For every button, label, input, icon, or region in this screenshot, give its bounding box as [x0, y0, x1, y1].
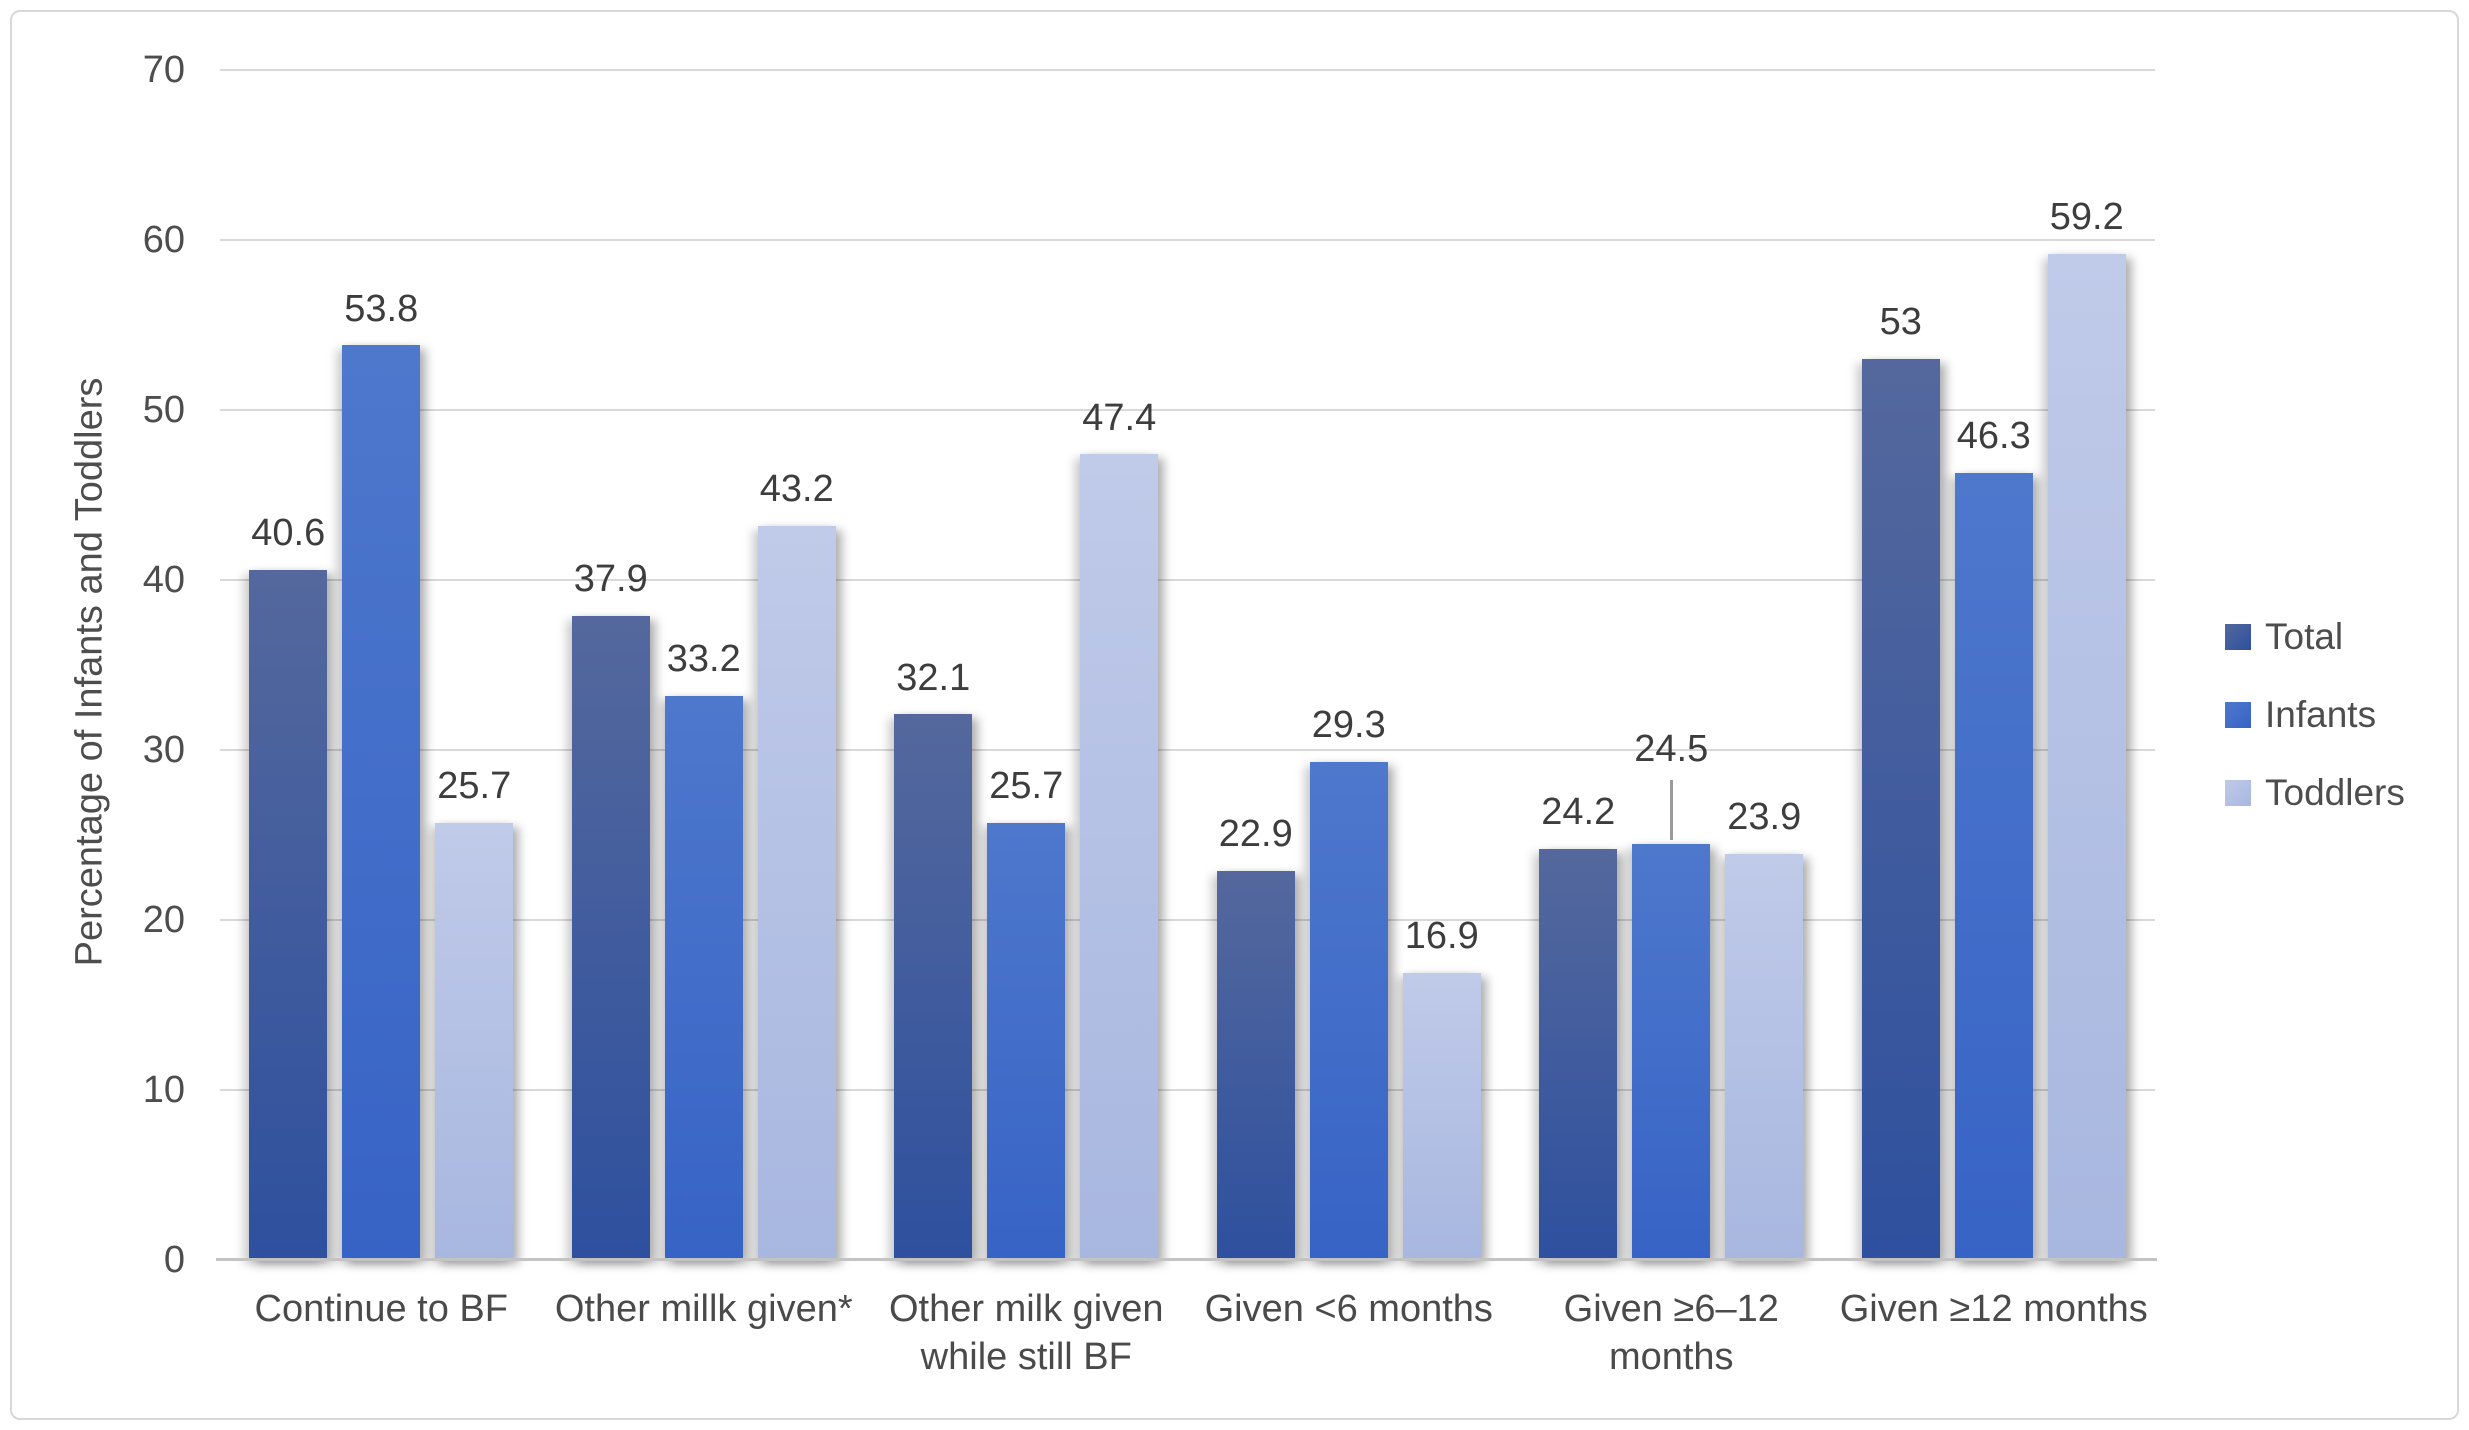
- gridline: [220, 409, 2155, 411]
- gridline: [220, 239, 2155, 241]
- y-tick-label: 0: [163, 1239, 185, 1281]
- category-label: Other millk given*: [554, 1288, 853, 1330]
- category-label: Given <6 months: [1204, 1288, 1493, 1330]
- bar-data-label: 24.2: [1541, 790, 1616, 833]
- category-label: Given ≥12 months: [1839, 1288, 2148, 1330]
- bar: [987, 823, 1066, 1260]
- bar: [435, 823, 514, 1260]
- bar-data-label: 29.3: [1311, 704, 1386, 747]
- bar: [1402, 972, 1481, 1260]
- legend-item: Total: [2225, 616, 2405, 657]
- bar: [571, 615, 650, 1260]
- y-tick-label: 20: [142, 899, 185, 941]
- bar-data-label: 25.7: [989, 765, 1064, 808]
- y-tick-label: 60: [142, 219, 185, 261]
- gridline: [220, 919, 2155, 921]
- bar: [249, 569, 328, 1260]
- bar: [1309, 761, 1388, 1260]
- bar-data-label: 43.2: [759, 467, 834, 510]
- y-tick-label: 30: [142, 729, 185, 771]
- legend-label: Total: [2265, 616, 2344, 657]
- legend-swatch: [2225, 624, 2251, 650]
- bar-data-label: 22.9: [1218, 813, 1293, 856]
- bar: [1539, 848, 1618, 1260]
- x-axis-line: [216, 1258, 2157, 1261]
- bar: [894, 714, 973, 1260]
- gridline: [220, 579, 2155, 581]
- y-tick-label: 40: [142, 559, 185, 601]
- bar-data-label: 46.3: [1956, 415, 2031, 458]
- bar: [1954, 472, 2033, 1260]
- bar: [1080, 454, 1159, 1260]
- bar-data-label: 59.2: [2049, 195, 2124, 238]
- bar: [1632, 843, 1711, 1260]
- bar-data-label: 37.9: [573, 558, 648, 601]
- bar-data-label: 47.4: [1082, 396, 1157, 439]
- bar-data-label: 33.2: [666, 637, 741, 680]
- bar-data-label: 24.5: [1634, 727, 1709, 770]
- y-tick-label: 10: [142, 1069, 185, 1111]
- bar-data-label: 53.8: [344, 287, 419, 330]
- legend-label: Toddlers: [2265, 772, 2405, 813]
- gridline: [220, 1089, 2155, 1091]
- legend-item: Infants: [2225, 694, 2405, 735]
- legend-swatch: [2225, 702, 2251, 728]
- label-leader-line: [1669, 779, 1673, 840]
- plot-area: 0 10 20 30 40 50 60 70 40.6 37.9 32.1 22.9 24.2 53 53.…: [143, 51, 2155, 1378]
- bar: [342, 345, 421, 1260]
- y-tick-label: 50: [142, 389, 185, 431]
- legend-item: Toddlers: [2225, 772, 2405, 813]
- bar-data-label: 23.9: [1727, 796, 1802, 839]
- legend: Total Infants Toddlers: [2225, 616, 2405, 813]
- bar: [2047, 253, 2126, 1260]
- y-tick-label: 70: [142, 49, 185, 91]
- y-axis-title: Percentage of Infants and Toddlers: [68, 377, 111, 967]
- bar-data-label: 32.1: [896, 656, 971, 699]
- category-label: Given ≥6–12 months: [1563, 1288, 1779, 1378]
- bar-data-label: 40.6: [251, 512, 326, 555]
- legend-label: Infants: [2265, 694, 2377, 735]
- bar: [1725, 853, 1804, 1260]
- bar-data-label: 16.9: [1404, 915, 1479, 958]
- bar-data-label: 53: [1879, 301, 1922, 344]
- category-label: Continue to BF: [254, 1288, 508, 1330]
- category-label: Other milk given while still BF: [888, 1288, 1164, 1378]
- bar: [1216, 870, 1295, 1260]
- bar: [1861, 359, 1940, 1260]
- gridline: [220, 749, 2155, 751]
- bar: [664, 695, 743, 1260]
- bar: [757, 525, 836, 1260]
- legend-swatch: [2225, 780, 2251, 806]
- bar-data-label: 25.7: [437, 765, 512, 808]
- gridline: [220, 69, 2155, 71]
